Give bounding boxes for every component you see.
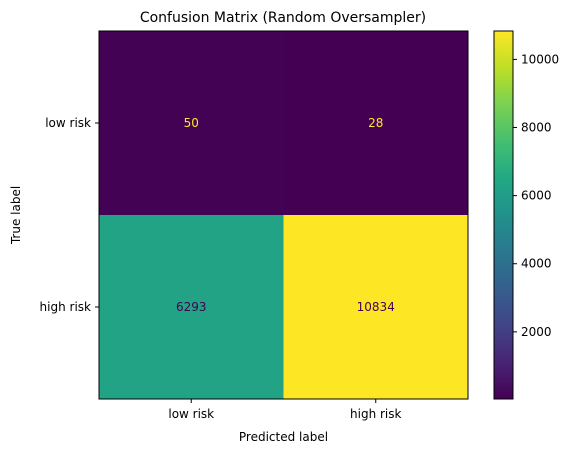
y-axis-label: True label — [9, 186, 23, 245]
matrix-cell-value: 50 — [184, 116, 199, 130]
matrix-cell-value: 6293 — [176, 300, 207, 314]
y-tick-label: low risk — [45, 116, 91, 130]
chart-title: Confusion Matrix (Random Oversampler) — [140, 10, 426, 26]
matrix-cells — [99, 31, 468, 399]
matrix-cell — [283, 215, 468, 399]
x-tick-label: low risk — [168, 407, 214, 421]
colorbar-tick-label: 2000 — [521, 325, 552, 339]
matrix-cell-value: 28 — [368, 116, 383, 130]
colorbar-tick-label: 6000 — [521, 189, 552, 203]
colorbar — [493, 30, 514, 400]
colorbar-tick-label: 10000 — [521, 52, 559, 66]
matrix-cell-labels: 50 28 6293 10834 — [176, 116, 395, 314]
matrix-cell-value: 10834 — [357, 300, 395, 314]
matrix-cell — [99, 31, 284, 215]
colorbar-tick-label: 8000 — [521, 121, 552, 135]
matrix-cell — [99, 215, 284, 399]
x-tick-label: high risk — [350, 407, 401, 421]
colorbar-tick-label: 4000 — [521, 257, 552, 271]
y-tick-label: high risk — [40, 300, 91, 314]
matrix-cell — [283, 31, 468, 215]
plot-frame — [98, 30, 469, 400]
y-axis-ticks: low risk high risk — [40, 116, 99, 314]
x-axis-ticks: low risk high risk — [168, 399, 402, 421]
colorbar-ticks: 2000 4000 6000 8000 10000 — [513, 52, 559, 339]
x-axis-label: Predicted label — [239, 430, 328, 444]
